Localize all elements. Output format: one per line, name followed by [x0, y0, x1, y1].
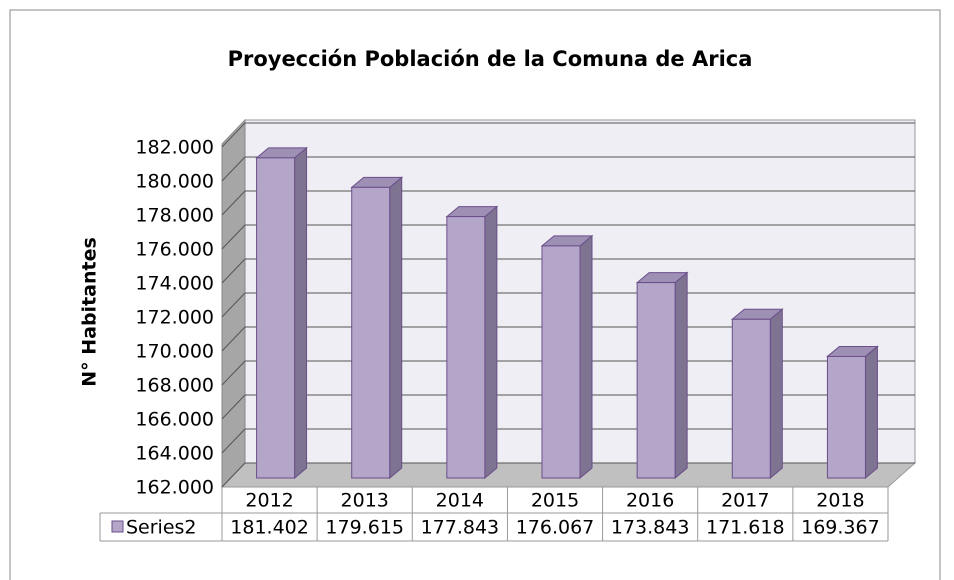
y-tick-label: 176.000 [135, 239, 214, 261]
chart-title: Proyección Población de la Comuna de Ari… [228, 47, 753, 71]
bar-side [294, 146, 308, 480]
x-tick-label: 2015 [531, 490, 579, 512]
x-tick-label: 2016 [626, 490, 674, 512]
bar-side [769, 308, 783, 480]
y-axis-title: N° Habitantes [79, 237, 101, 387]
table-value: 179.615 [325, 517, 404, 539]
bar-side [579, 234, 593, 480]
y-tick-label: 172.000 [135, 307, 214, 329]
x-tick-label: 2014 [436, 490, 484, 512]
x-tick-label: 2017 [721, 490, 769, 512]
y-tick-label: 162.000 [135, 477, 214, 499]
grid-line-side [221, 428, 246, 454]
table-value: 173.843 [611, 517, 690, 539]
legend-key [111, 520, 124, 533]
bar [446, 216, 486, 479]
grid-line-side [221, 360, 246, 386]
table-value: 181.402 [230, 517, 309, 539]
bar [826, 355, 866, 479]
y-tick-label: 166.000 [135, 409, 214, 431]
grid-line-side [221, 156, 246, 182]
grid-line-side [221, 462, 246, 488]
x-tick-label: 2013 [341, 490, 389, 512]
legend-label: Series2 [126, 517, 197, 539]
bar [256, 157, 296, 479]
bar-side [864, 345, 878, 480]
grid-line-side [221, 190, 246, 216]
bar-side [389, 176, 403, 480]
bar [636, 282, 676, 479]
table-value: 177.843 [421, 517, 500, 539]
y-tick-label: 178.000 [135, 205, 214, 227]
grid-line-side [221, 394, 246, 420]
grid-line-side [221, 292, 246, 318]
y-tick-label: 182.000 [135, 137, 214, 159]
y-tick-label: 164.000 [135, 443, 214, 465]
y-tick-label: 180.000 [135, 171, 214, 193]
y-tick-label: 168.000 [135, 375, 214, 397]
grid-line-side [221, 326, 246, 352]
bar [541, 245, 581, 479]
bar [731, 318, 771, 479]
bar-side [674, 271, 688, 480]
x-tick-label: 2018 [816, 490, 864, 512]
table-value: 171.618 [706, 517, 785, 539]
bar-side [484, 205, 498, 480]
table-value: 169.367 [801, 517, 880, 539]
grid-line-side [221, 224, 246, 250]
grid-line-side [221, 258, 246, 284]
y-tick-label: 170.000 [135, 341, 214, 363]
table-value: 176.067 [516, 517, 595, 539]
y-tick-label: 174.000 [135, 273, 214, 295]
grid-line-side [221, 122, 246, 148]
x-tick-label: 2012 [245, 490, 293, 512]
bar [351, 186, 391, 479]
